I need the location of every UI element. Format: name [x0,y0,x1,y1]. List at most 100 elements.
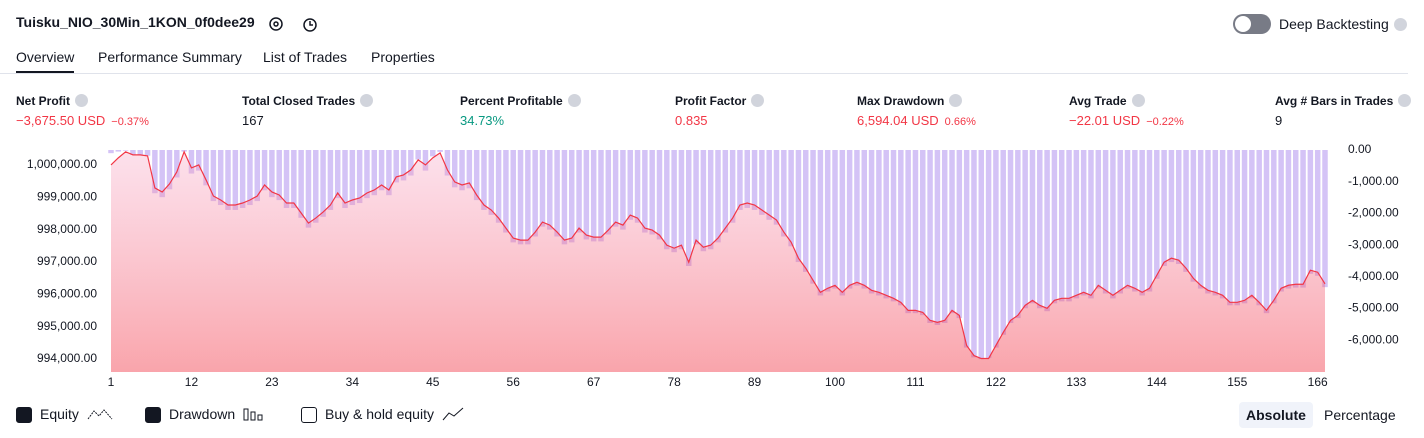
y2-tick-label: -3,000.00 [1348,237,1399,251]
drawdown-bar [554,150,560,237]
drawdown-bar [795,150,802,263]
metric-value: 6,594.04 USD 0.66% [857,113,976,128]
drawdown-bar [1322,150,1328,288]
drawdown-bar [649,150,655,235]
drawdown-bar [934,150,941,325]
x-tick-label: 89 [748,375,762,389]
header-icons[interactable] [268,15,318,33]
drawdown-bar [707,150,714,250]
x-tick-label: 111 [906,375,925,389]
info-icon[interactable] [949,94,963,107]
metric-value: −22.01 USD −0.22% [1069,113,1184,128]
value: −3,675.50 USD [16,113,106,128]
drawdown-bar [912,150,919,314]
checkbox[interactable] [145,407,161,423]
drawdown-bar [1314,150,1321,276]
drawdown-bar [1146,150,1153,292]
drawdown-bar [883,150,889,299]
drawdown-bar [1110,150,1116,299]
tab[interactable]: List of Trades [263,49,348,65]
drawdown-bar [1271,150,1277,304]
drawdown-bar [583,150,590,240]
buy-hold-toggle[interactable]: Buy & hold equity [301,406,464,423]
drawdown-bar [415,150,421,160]
drawdown-bar [305,150,312,228]
drawdown-bar [905,150,911,314]
info-icon[interactable] [75,94,88,107]
drawdown-bar [1205,150,1211,294]
x-tick-label: 122 [986,375,1006,389]
drawdown-bar [356,150,363,204]
drawdown-bar [137,150,143,155]
absolute-button[interactable]: Absolute [1239,402,1313,428]
drawdown-bar [920,150,926,316]
drawdown-bar [686,150,692,266]
drawdown-bar [444,150,451,176]
drawdown-bar [1022,150,1028,309]
y2-tick-label: -6,000.00 [1348,332,1399,346]
drawdown-bar [525,150,531,245]
drawdown-bar [664,150,670,250]
drawdown-bar [364,150,370,199]
drawdown-bar [722,150,729,233]
drawdown-bar [1000,150,1006,335]
icon [442,407,464,421]
y2-tick-label: -5,000.00 [1348,301,1399,315]
drawdown-bar [868,150,875,294]
drawdown-bar [766,150,772,220]
drawdown-bar [1044,150,1050,312]
info-icon[interactable] [360,94,374,107]
drawdown-bar [225,150,231,210]
drawdown-bar [1263,150,1270,314]
drawdown-bar [1080,150,1087,296]
drawdown-bar [1307,150,1314,274]
x-tick-label: 12 [185,375,199,389]
drawdown-bar [1197,150,1204,289]
value: 0.835 [675,113,708,128]
drawdown-bar [122,150,129,151]
toggle[interactable] [1233,14,1271,34]
checkbox[interactable] [16,407,32,423]
drawdown-bar [568,150,575,243]
metric-value: 167 [242,113,264,128]
drawdown-bar [408,150,414,176]
info-icon[interactable] [567,94,581,107]
checkbox[interactable] [301,407,317,423]
drawdown-bar [1249,150,1255,299]
label: Equity [40,406,79,422]
drawdown-bar [371,150,378,196]
tab[interactable]: Overview [16,49,75,74]
metric-value: 0.835 [675,113,708,128]
x-tick-label: 133 [1066,375,1086,389]
drawdown-bar [115,150,122,152]
value: −22.01 USD [1069,113,1141,128]
info-icon[interactable] [1398,94,1412,107]
x-tick-label: 45 [426,375,440,389]
drawdown-bar [1015,150,1021,319]
info-icon[interactable] [751,94,765,107]
drawdown-bar [1293,150,1299,288]
drawdown-bar [188,150,195,174]
drawdown-bar [196,150,202,171]
drawdown-bar [1058,150,1065,302]
tab[interactable]: Performance Summary [98,49,242,65]
drawdown-toggle[interactable]: Drawdown [145,406,265,423]
drawdown-bar [744,150,750,208]
drawdown-bar [144,150,151,156]
drawdown-bar [993,150,999,348]
drawdown-bar [1154,150,1160,279]
tab[interactable]: Properties [371,49,435,65]
drawdown-bar [1278,150,1284,292]
drawdown-bar [1124,150,1131,289]
drawdown-bar [1073,150,1080,299]
drawdown-bar [254,150,261,202]
drawdown-bar [941,150,948,324]
equity-toggle[interactable]: Equity [16,406,113,423]
info-icon[interactable] [1393,18,1407,31]
drawdown-bar [759,150,765,215]
y-tick-label: 996,000.00 [37,287,97,301]
percentage-button[interactable]: Percentage [1324,407,1396,423]
info-icon[interactable] [1131,94,1145,107]
x-tick-label: 78 [667,375,681,389]
drawdown-bar [269,150,275,198]
